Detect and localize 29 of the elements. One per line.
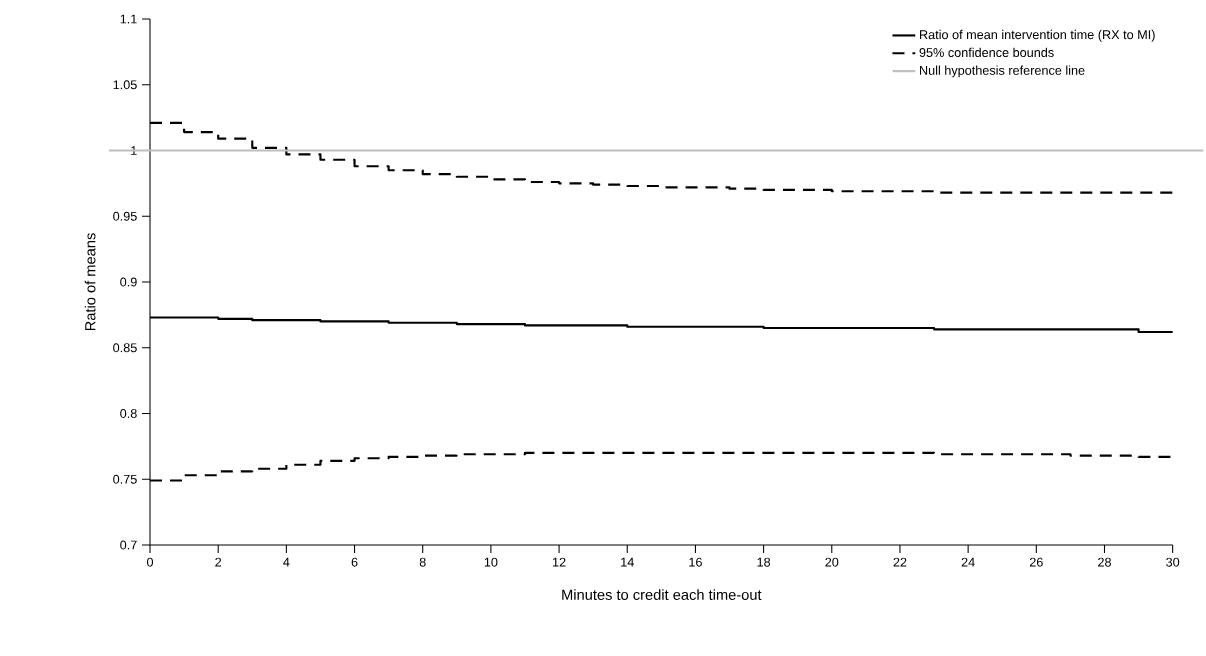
x-tick-label: 0 — [146, 557, 154, 567]
x-tick-label: 4 — [283, 557, 290, 567]
y-tick-label: 0.9 — [120, 277, 137, 287]
x-tick-label: 8 — [419, 557, 426, 567]
x-tick-label: 26 — [1029, 557, 1043, 567]
y-tick-label: 1.05 — [113, 80, 137, 90]
y-tick-label: 0.8 — [120, 409, 137, 418]
x-tick-label: 30 — [1166, 557, 1180, 567]
legend-label: Ratio of mean intervention time (RX to MI) — [920, 29, 1155, 42]
y-tick-label: 0.95 — [113, 211, 137, 221]
x-tick-label: 22 — [893, 557, 907, 567]
x-tick-label: 18 — [757, 557, 771, 567]
y-axis-title: Ratio of means — [84, 233, 96, 331]
y-tick-label: 0.85 — [113, 343, 137, 353]
x-tick-label: 14 — [621, 557, 634, 567]
y-tick-label: 0.7 — [120, 540, 137, 550]
x-tick-label: 2 — [215, 557, 222, 567]
legend-label: 95% confidence bounds — [919, 47, 1054, 57]
x-tick-label: 10 — [484, 557, 498, 567]
y-tick-label: 1.1 — [120, 14, 137, 24]
x-axis-title: Minutes to credit each time-out — [562, 589, 762, 600]
x-tick-label: 20 — [825, 557, 839, 567]
x-tick-label: 6 — [351, 557, 358, 567]
x-tick-label: 12 — [552, 557, 566, 567]
x-tick-label: 16 — [689, 557, 702, 567]
x-tick-label: 24 — [961, 557, 975, 567]
y-tick-label: 0.75 — [113, 474, 137, 484]
x-tick-label: 28 — [1098, 557, 1111, 567]
legend-label: Null hypothesis reference line — [920, 65, 1085, 78]
